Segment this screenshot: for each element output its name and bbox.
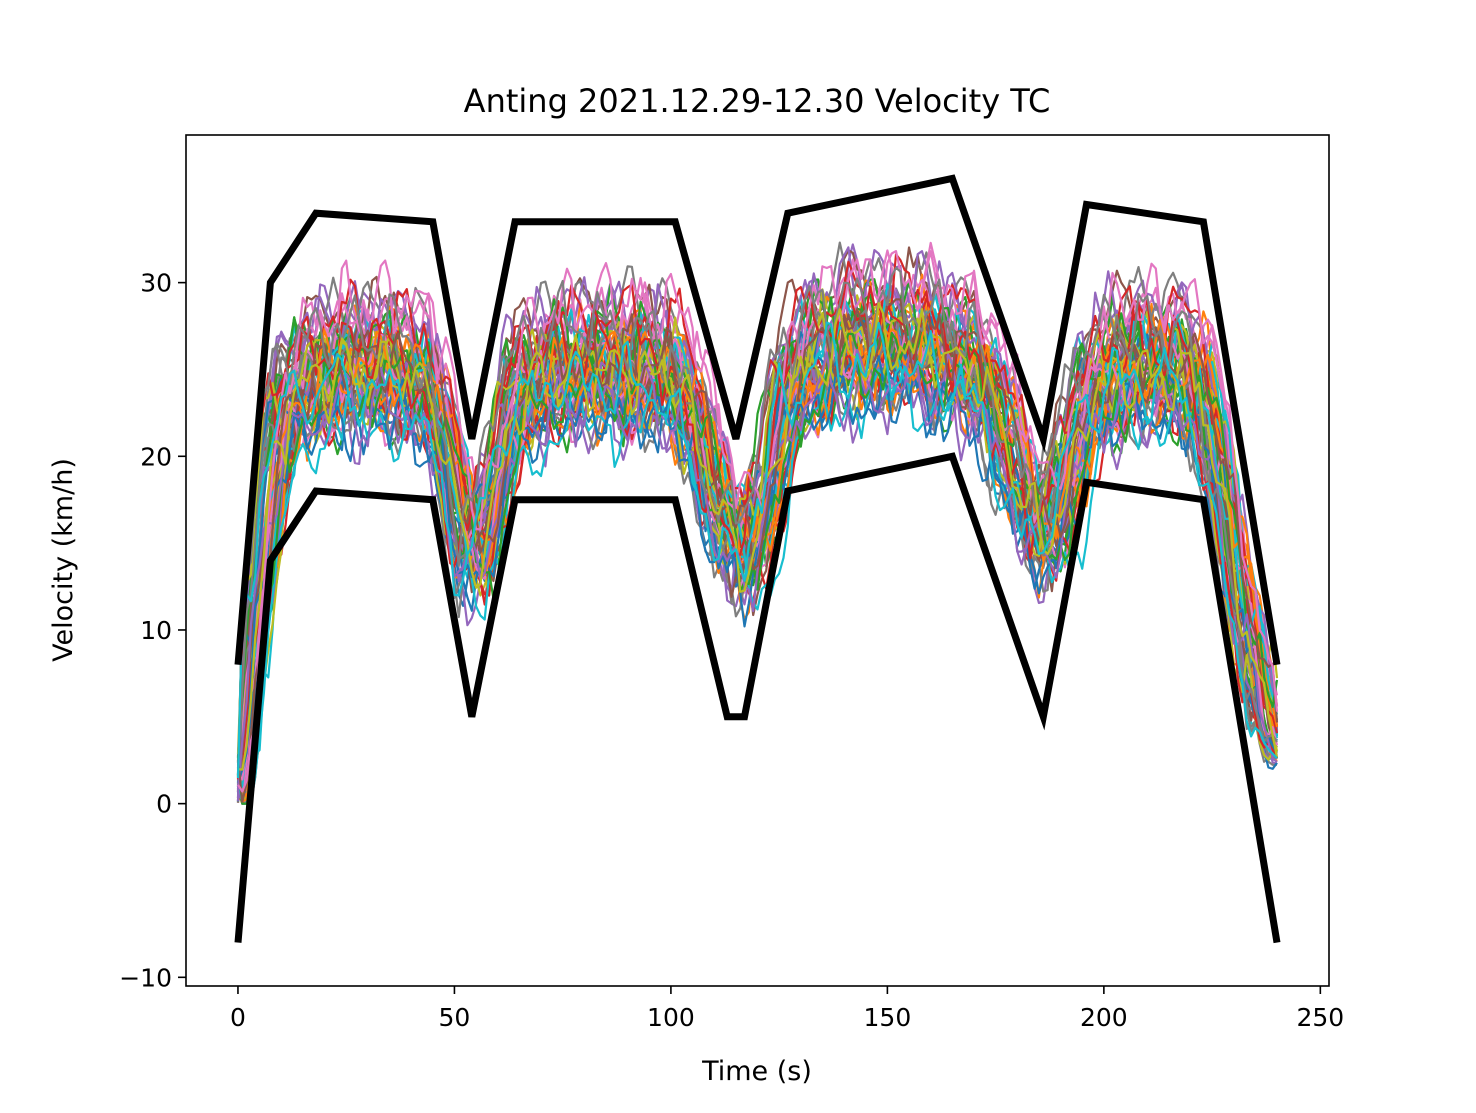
y-tick-label: −10 bbox=[119, 963, 172, 992]
run-line bbox=[237, 302, 1279, 771]
run-line bbox=[237, 300, 1279, 798]
y-tick-label: 30 bbox=[140, 269, 172, 298]
chart-title: Anting 2021.12.29-12.30 Velocity TC bbox=[464, 82, 1051, 120]
x-tick-label: 0 bbox=[230, 1003, 246, 1032]
run-line bbox=[236, 348, 1278, 790]
run-line bbox=[236, 277, 1278, 780]
upper-bound-line bbox=[234, 174, 1281, 666]
run-line bbox=[237, 241, 1279, 793]
run-line bbox=[236, 321, 1278, 779]
runs-layer bbox=[236, 241, 1279, 805]
axes-frame bbox=[185, 134, 1330, 987]
x-tick-label: 200 bbox=[1080, 1003, 1128, 1032]
x-tick-label: 100 bbox=[647, 1003, 695, 1032]
x-tick-label: 150 bbox=[864, 1003, 912, 1032]
run-line bbox=[236, 330, 1279, 805]
x-tick-label: 250 bbox=[1296, 1003, 1344, 1032]
lower-bound-line bbox=[234, 452, 1281, 944]
y-tick-label: 20 bbox=[140, 442, 172, 471]
x-tick-label: 50 bbox=[439, 1003, 471, 1032]
x-ticks: 0 50 100 150 200 250 bbox=[230, 986, 1344, 1032]
y-tick-label: 0 bbox=[156, 790, 172, 819]
y-ticks: −10 0 10 20 30 bbox=[119, 269, 186, 992]
bounds-layer bbox=[234, 174, 1281, 944]
y-axis-label: Velocity (km/h) bbox=[48, 458, 79, 662]
y-tick-label: 10 bbox=[140, 616, 172, 645]
x-axis-label: Time (s) bbox=[701, 1056, 812, 1087]
run-line bbox=[236, 266, 1278, 775]
